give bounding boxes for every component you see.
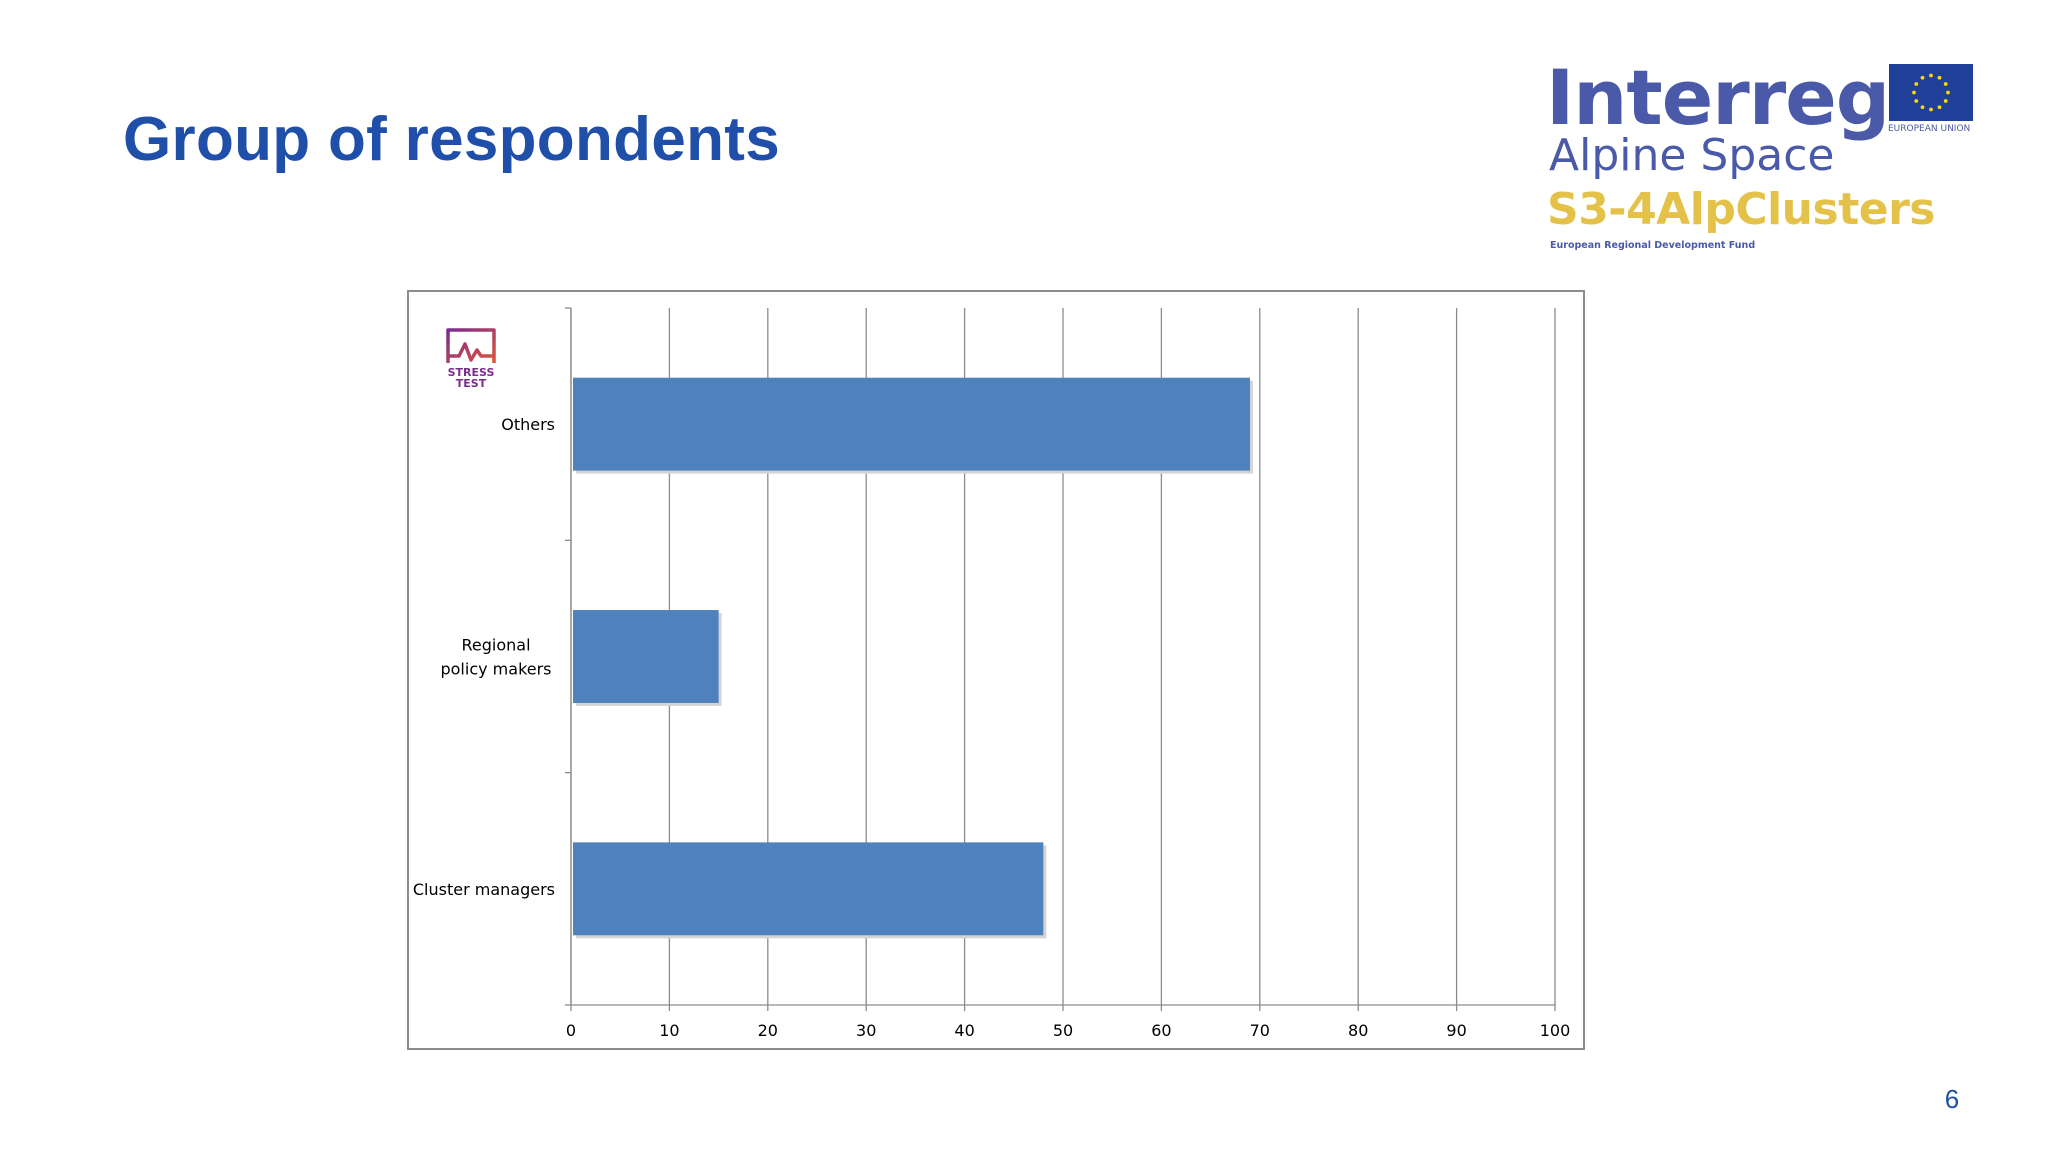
eu-stars-icon (1912, 73, 1950, 112)
chart-bars (573, 377, 1253, 939)
logo-fund-name: European Regional Development Fund (1550, 240, 1756, 251)
x-tick-label: 90 (1446, 1021, 1466, 1040)
stress-test-monitor-icon (446, 328, 496, 363)
eu-star-icon (1937, 105, 1942, 110)
x-tick-label: 0 (566, 1021, 576, 1040)
logo-region-name: Alpine Space (1549, 130, 1835, 181)
x-tick-label: 100 (1540, 1021, 1571, 1040)
eu-star-icon (1914, 99, 1919, 103)
eu-star-icon (1943, 99, 1948, 103)
x-tick-label: 20 (758, 1021, 778, 1040)
category-label: Others (501, 415, 555, 434)
slide-title: Group of respondents (123, 105, 780, 174)
stress-test-logo: STRESS TEST (446, 328, 496, 390)
bar (573, 842, 1044, 936)
eu-star-icon (1929, 73, 1933, 78)
category-label: policy makers (440, 660, 551, 679)
x-tick-label: 60 (1151, 1021, 1171, 1040)
eu-flag-icon (1889, 64, 1973, 121)
chart-labels: 0 10 20 30 40 50 60 70 80 90 100 Others Regional poli… (413, 415, 1570, 1040)
category-label: Cluster managers (413, 880, 555, 899)
bar (573, 377, 1250, 471)
x-tick-label: 70 (1250, 1021, 1270, 1040)
logo-project-name: S3-4AlpClusters (1547, 184, 1935, 235)
x-tick-label: 10 (659, 1021, 679, 1040)
eu-star-icon (1920, 105, 1925, 110)
eu-star-icon (1946, 90, 1950, 95)
page-number: 6 (1944, 1084, 1960, 1114)
eu-label: EUROPEAN UNION (1888, 124, 1971, 134)
logo-program-name: Interreg (1546, 53, 1890, 142)
eu-star-icon (1914, 82, 1919, 86)
x-tick-label: 50 (1053, 1021, 1073, 1040)
chart-axes (565, 307, 1556, 1011)
stress-test-line2: TEST (456, 377, 487, 390)
eu-star-icon (1937, 75, 1942, 80)
x-tick-label: 80 (1348, 1021, 1368, 1040)
interreg-logo: Interreg Alpine Space S3-4AlpClusters Eu… (1546, 60, 1976, 260)
x-tick-label: 30 (856, 1021, 876, 1040)
eu-star-icon (1920, 75, 1925, 80)
bar (573, 610, 719, 703)
stress-test-line1: STRESS (448, 366, 495, 379)
eu-star-icon (1943, 82, 1948, 86)
eu-star-icon (1912, 90, 1916, 95)
x-tick-label: 40 (954, 1021, 974, 1040)
eu-star-icon (1929, 107, 1933, 112)
category-label: Regional (461, 636, 530, 655)
